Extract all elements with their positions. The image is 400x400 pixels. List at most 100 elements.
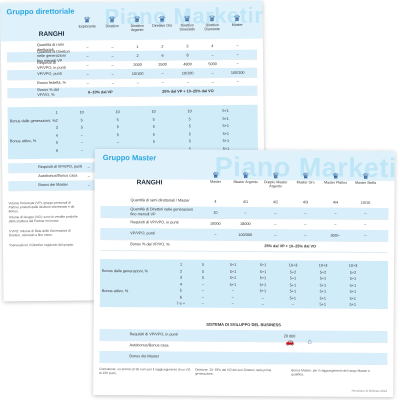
gen-cell: 5+2 [289, 269, 297, 274]
table-cell: 10/10 [360, 200, 371, 205]
table-cell: 300/– [330, 233, 341, 238]
gen-cell: 5 [116, 132, 119, 137]
gen-cell: 5+1 [229, 269, 237, 274]
star-crown-icon: ♛ [208, 14, 216, 24]
row-label: Quantità di Direttori nelle generazioni … [130, 207, 193, 216]
gen-cell: – [261, 295, 264, 300]
table-cell: – [111, 44, 114, 49]
table-cell: 100/300 [238, 232, 253, 237]
back-rank-icons: ♛ Esplorante ♛ Direttivo ♛ Direttivo Argento ♛… [75, 14, 250, 33]
table-cell: 6–10% dal VP [88, 89, 113, 94]
star-crown-icon: ♛ [362, 171, 370, 181]
table-cell: 10 [213, 210, 218, 215]
gen-number: 4 [179, 282, 182, 287]
gen-cell: 5+1 [319, 296, 327, 301]
table-cell: – [236, 79, 239, 84]
row-cells: – – 2 6 8 – – [75, 52, 250, 58]
car-icon: 🚗 [285, 339, 295, 347]
gen-cell: 5+1 [259, 276, 267, 281]
table-cell: – [111, 62, 114, 67]
table-cell: – [214, 232, 217, 237]
row-cells: 10 – – – – – [200, 210, 380, 215]
gen-number: 3 [55, 125, 58, 130]
rank-label: Master Argento [233, 179, 258, 185]
table-cell: 4/3 [302, 199, 309, 204]
table-cell: – [304, 210, 307, 215]
star-crown-icon: ♛ [108, 15, 116, 25]
table-cell: – [86, 80, 89, 85]
front-footer-date: Revisione di febbraio 2021 [351, 388, 388, 394]
footnote: Bonus Master: per il raggiungimento del … [291, 368, 371, 377]
table-cell: 4/2 [272, 199, 279, 204]
row-label: Requisiti di VP/VPO, in punti [37, 60, 66, 70]
table-cell: – [274, 210, 277, 215]
table-cell: – [236, 43, 239, 48]
gen-cell: 5 [80, 118, 83, 123]
gen-cell: 10 [151, 109, 156, 114]
table-cell: – [274, 221, 277, 226]
rank-column: ♛ Direttivo [100, 15, 125, 33]
rank-column: ♛ Direttivo Argento [125, 15, 150, 33]
rank-column: ♛ Direttivo Smeraldo [175, 14, 200, 32]
gen-cell: 5+1 [349, 283, 357, 288]
table-cell: – [334, 222, 337, 227]
gen-cell: 5+1 [319, 302, 327, 307]
row-cells: 4 4/1 4/2 4/3 4/4 10/10 [200, 199, 380, 204]
gen-cell: 5+1 [289, 295, 297, 300]
row-cells: – – 2000 3500 4800 5000 – [75, 61, 250, 67]
table-cell: – [304, 232, 307, 237]
rank-label: Direttivo Argento [130, 23, 144, 33]
footer-cells [199, 346, 379, 347]
footer-label: Autobonus/Bonus casa [129, 343, 169, 348]
row-label: VP/VPO, punti [37, 72, 62, 77]
front-section-title: Gruppo Master [102, 153, 157, 163]
gen-number: 4 [55, 133, 58, 138]
table-cell: 4 [211, 43, 214, 48]
footnote: Direttore: 15–18% dal VO dei tuoi Dirett… [195, 367, 272, 376]
gen-cell: 5 [201, 262, 205, 267]
row-cells: – – 1 2 3 4 – [75, 43, 250, 49]
gen-cell: 5+1 [222, 116, 229, 121]
gen-cell: 5+1 [222, 123, 229, 129]
gen-cell: 5+1 [229, 275, 237, 280]
row-label: Bonus fedeltà, % [37, 80, 67, 86]
footnote: Volume di Gruppo (VG): sono le vendite p… [8, 214, 78, 224]
row-cells: – – – – – – – [75, 79, 250, 85]
table-row: Bonus % dal VP/VO, % 6–10% dal VP 25% dal … [7, 85, 258, 99]
table-cell: – [211, 79, 214, 84]
gen-cell: – [201, 282, 204, 287]
table-cell: 25% dal VP + 10–25% dal VO [264, 243, 316, 249]
gen-cell: 5 [188, 131, 191, 136]
table-cell: – [86, 44, 89, 49]
table-cell: 2 [136, 53, 139, 58]
front-block-label-2: Bonus attivo, % [101, 289, 129, 294]
rank-column: ♛ Master [201, 171, 231, 189]
table-cell: 4800 [183, 61, 192, 66]
gen-cell: – [201, 295, 204, 300]
row-cells: 10000 18000 – – – – [200, 221, 380, 226]
table-cell: 10/100 [131, 71, 144, 76]
gen-cell: 5+1 [222, 138, 230, 144]
star-crown-icon: ♛ [302, 171, 310, 181]
footer-label: Bonus dei Master [38, 182, 68, 188]
rank-label: Doppio Master Argento [263, 180, 288, 189]
gen-cell: 5+1 [289, 282, 297, 287]
gen-cell: 10+3 [348, 263, 358, 268]
gen-cell: – [231, 288, 234, 293]
gen-number: 2 [179, 269, 183, 274]
gen-cell: 5+1 [222, 108, 229, 114]
gen-cell: – [291, 302, 294, 307]
table-cell: 4/4 [332, 200, 339, 205]
rank-column: ♛ Direttivo Oro [150, 15, 175, 33]
table-cell: 4 [214, 199, 217, 204]
table-cell: – [111, 53, 114, 58]
footnote: Il VPO: Volume di Rete delle Generazioni… [8, 228, 71, 238]
star-crown-icon: ♛ [83, 15, 91, 25]
gen-cell: – [261, 302, 264, 307]
table-cell: – [244, 210, 247, 215]
back-ranks-header: RANGHI [38, 30, 65, 38]
gen-cell: 5+1 [319, 276, 327, 281]
table-cell: – [186, 79, 189, 84]
gen-cell: 5+2 [349, 270, 357, 275]
rank-label: Direttivo Diamante [204, 23, 220, 32]
